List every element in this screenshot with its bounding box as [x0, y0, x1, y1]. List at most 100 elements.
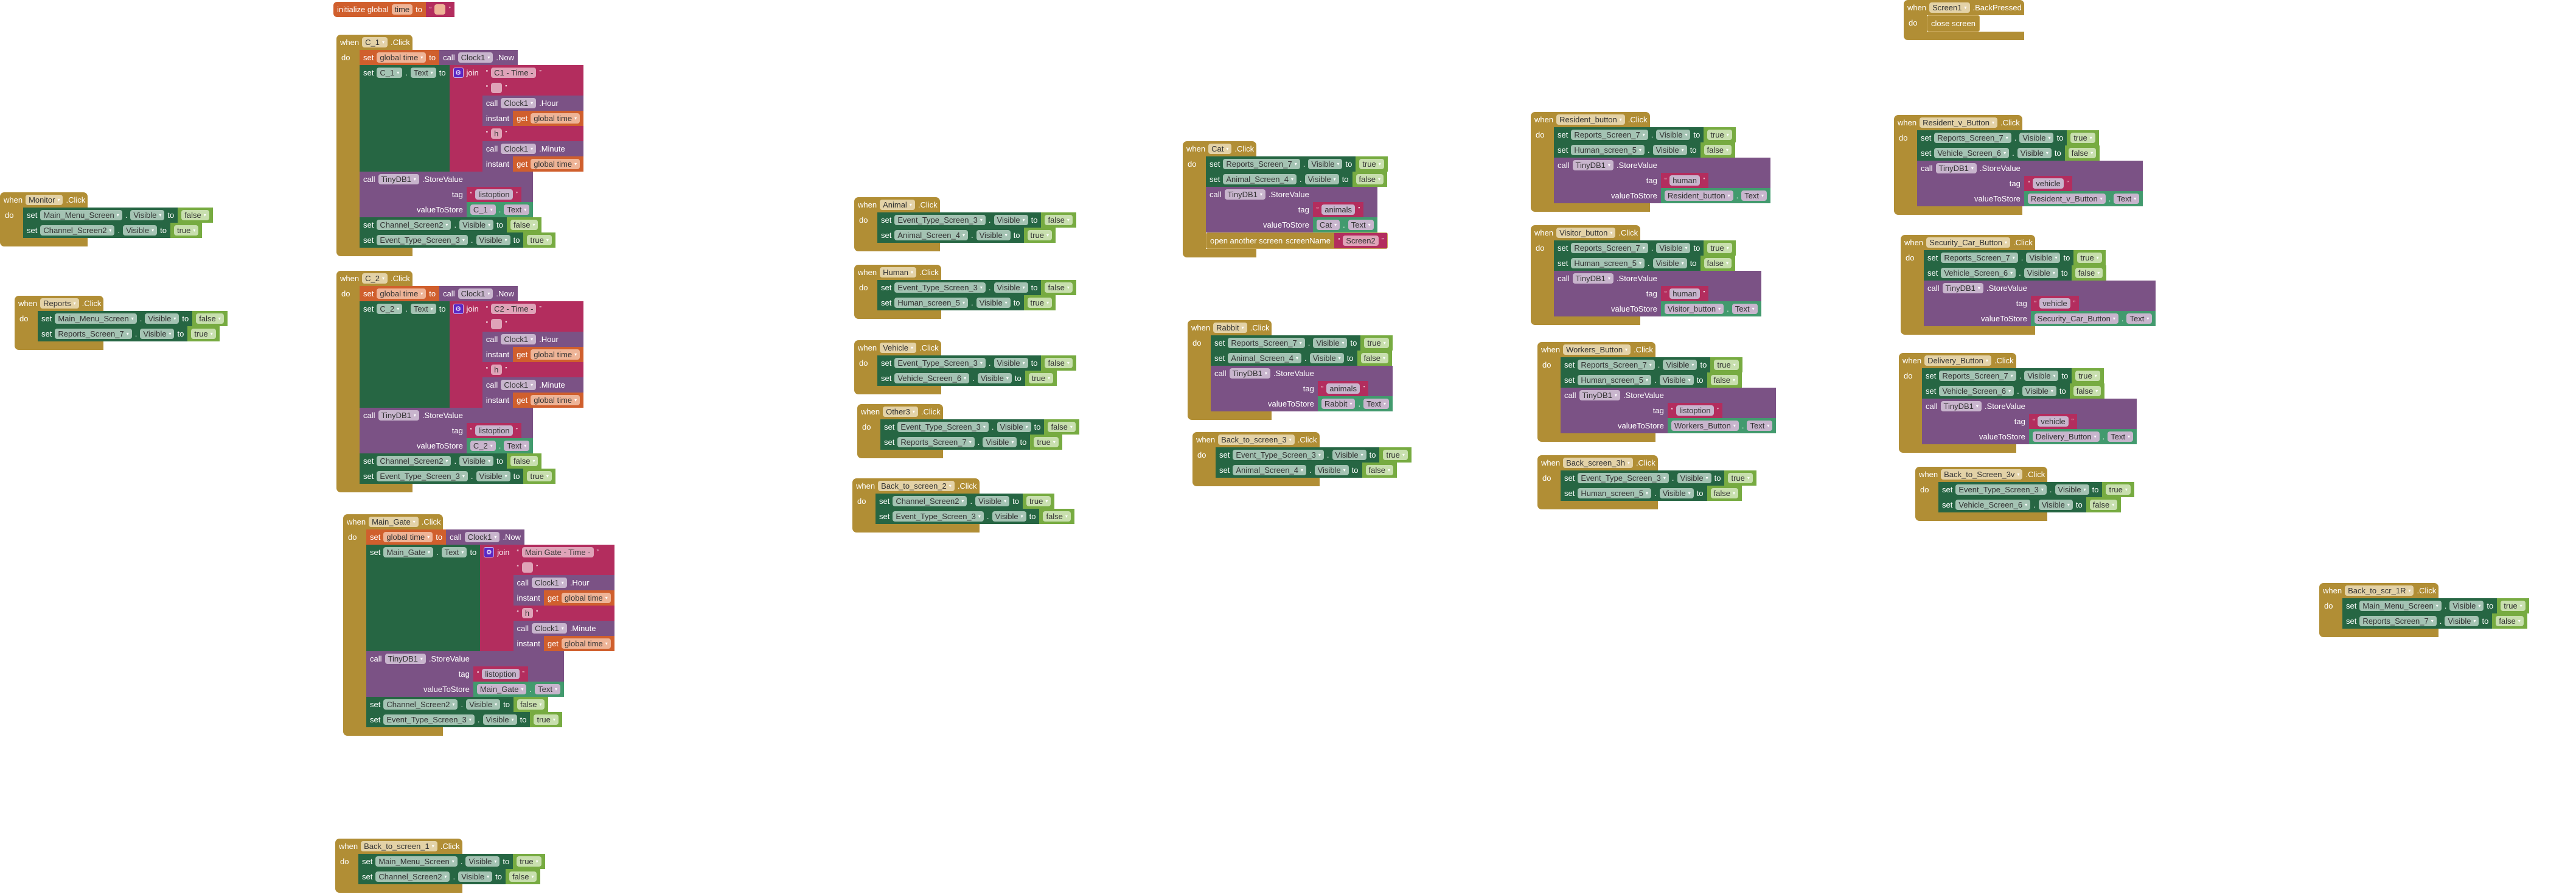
- dropdown-arrow-icon[interactable]: ▾: [978, 514, 981, 519]
- property-dropdown[interactable]: Visible ▾: [994, 282, 1028, 293]
- text-string-block[interactable]: “human”: [1660, 173, 1709, 188]
- text-input[interactable]: h: [521, 608, 533, 618]
- dropdown-arrow-icon[interactable]: ▾: [2094, 373, 2097, 379]
- dropdown-arrow-icon[interactable]: ▾: [1342, 340, 1345, 346]
- boolean-dropdown[interactable]: true ▾: [173, 225, 199, 236]
- property-dropdown[interactable]: Visible ▾: [994, 358, 1028, 368]
- component-dropdown[interactable]: Reports_Screen_7 ▾: [1934, 133, 2011, 143]
- set-property-block[interactable]: set Reports_Screen_7 ▾. Visible ▾ to false ▾: [2342, 613, 2527, 629]
- property-dropdown[interactable]: Visible ▾: [1309, 353, 1344, 363]
- get-variable-block[interactable]: get global time ▾: [513, 111, 584, 126]
- component-dropdown[interactable]: Monitor ▾: [26, 195, 63, 205]
- dropdown-arrow-icon[interactable]: ▾: [1726, 260, 1729, 266]
- logic-boolean-block[interactable]: true ▾: [1710, 357, 1742, 372]
- property-dropdown[interactable]: Visible ▾: [1659, 375, 1694, 385]
- text-string-block[interactable]: “C2 - Time -”: [482, 301, 545, 316]
- dropdown-arrow-icon[interactable]: ▾: [1067, 217, 1070, 223]
- property-dropdown[interactable]: Visible ▾: [1332, 450, 1366, 460]
- component-dropdown[interactable]: C_2 ▾: [470, 441, 496, 451]
- dropdown-arrow-icon[interactable]: ▾: [2089, 135, 2092, 141]
- dropdown-arrow-icon[interactable]: ▾: [397, 306, 400, 312]
- dropdown-arrow-icon[interactable]: ▾: [1726, 147, 1729, 153]
- dropdown-arrow-icon[interactable]: ▾: [193, 228, 196, 233]
- dropdown-arrow-icon[interactable]: ▾: [1976, 403, 1979, 409]
- dropdown-arrow-icon[interactable]: ▾: [2146, 316, 2150, 321]
- component-dropdown[interactable]: Clock1 ▾: [501, 144, 537, 154]
- property-dropdown[interactable]: Visible ▾: [476, 235, 510, 245]
- dropdown-arrow-icon[interactable]: ▾: [511, 717, 514, 722]
- boolean-dropdown[interactable]: true ▾: [1707, 130, 1732, 140]
- dropdown-arrow-icon[interactable]: ▾: [574, 116, 577, 121]
- component-dropdown[interactable]: Back_to_screen_3 ▾: [1218, 435, 1295, 445]
- component-dropdown[interactable]: Human_screen_5 ▾: [1578, 375, 1651, 385]
- boolean-dropdown[interactable]: false ▾: [1360, 353, 1389, 363]
- component-dropdown[interactable]: Channel_Screen2 ▾: [40, 225, 115, 236]
- dropdown-arrow-icon[interactable]: ▾: [2095, 388, 2098, 394]
- dropdown-arrow-icon[interactable]: ▾: [2408, 588, 2411, 593]
- property-dropdown[interactable]: Text ▾: [1348, 220, 1374, 230]
- boolean-dropdown[interactable]: true ▾: [1364, 338, 1389, 348]
- set-property-block[interactable]: set Reports_Screen_7 ▾. Visible ▾ to true ▾: [1917, 130, 2099, 145]
- dropdown-arrow-icon[interactable]: ▾: [1733, 423, 1736, 428]
- dropdown-arrow-icon[interactable]: ▾: [1299, 340, 1302, 346]
- dropdown-arrow-icon[interactable]: ▾: [1006, 375, 1009, 381]
- set-property-block[interactable]: set Human_screen_5 ▾. Visible ▾ to false ▾: [1554, 142, 1736, 158]
- logic-boolean-block[interactable]: true ▾: [2073, 250, 2106, 265]
- logic-boolean-block[interactable]: false ▾: [1700, 142, 1736, 158]
- dropdown-arrow-icon[interactable]: ▾: [1727, 193, 1730, 198]
- boolean-dropdown[interactable]: false ▾: [1045, 358, 1073, 368]
- component-property-getter-block[interactable]: C_1 ▾. Text ▾: [466, 202, 534, 217]
- component-dropdown[interactable]: Vehicle_Screen_6 ▾: [1955, 500, 2031, 510]
- set-property-block[interactable]: set Event_Type_Screen_3 ▾. Visible ▾ to false ▾: [877, 280, 1076, 295]
- set-property-block[interactable]: set Reports_Screen_7 ▾. Visible ▾ to true ▾: [1561, 357, 1742, 372]
- boolean-dropdown[interactable]: false ▾: [1048, 422, 1076, 432]
- dropdown-arrow-icon[interactable]: ▾: [427, 550, 430, 555]
- dropdown-arrow-icon[interactable]: ▾: [561, 626, 564, 631]
- logic-boolean-block[interactable]: false ▾: [513, 697, 549, 712]
- dropdown-arrow-icon[interactable]: ▾: [218, 316, 221, 321]
- dropdown-arrow-icon[interactable]: ▾: [488, 222, 491, 228]
- variable-name-input[interactable]: time: [391, 4, 413, 15]
- component-dropdown[interactable]: Clock1 ▾: [501, 380, 537, 390]
- boolean-dropdown[interactable]: true ▾: [534, 714, 559, 725]
- component-dropdown[interactable]: Animal_Screen_4 ▾: [1223, 174, 1297, 184]
- set-property-block[interactable]: set Channel_Screen2 ▾. Visible ▾ to false ▾: [358, 869, 541, 884]
- dropdown-arrow-icon[interactable]: ▾: [1264, 371, 1267, 376]
- set-property-block[interactable]: set Main_Menu_Screen ▾. Visible ▾ to true ▾: [2342, 598, 2529, 613]
- dropdown-arrow-icon[interactable]: ▾: [420, 291, 423, 296]
- component-dropdown[interactable]: Channel_Screen2 ▾: [375, 871, 450, 882]
- method-call-block[interactable]: call Clock1 ▾ .Minute instant get global time ▾: [482, 377, 584, 408]
- get-variable-block[interactable]: get global time ▾: [543, 590, 614, 606]
- event-handler-visitor-button[interactable]: when Visitor_button ▾ .Click do set Reports_Sc…: [1531, 225, 1761, 325]
- boolean-dropdown[interactable]: false ▾: [1045, 215, 1073, 225]
- property-dropdown[interactable]: Visible ▾: [994, 215, 1028, 225]
- component-dropdown[interactable]: Resident_v_Button ▾: [1920, 117, 1997, 128]
- boolean-dropdown[interactable]: false ▾: [1045, 282, 1073, 293]
- dropdown-arrow-icon[interactable]: ▾: [468, 717, 472, 722]
- component-dropdown[interactable]: Animal_Screen_4 ▾: [1233, 465, 1306, 475]
- dropdown-arrow-icon[interactable]: ▾: [524, 443, 527, 449]
- component-dropdown[interactable]: Screen1 ▾: [1929, 2, 1970, 13]
- component-dropdown[interactable]: Reports_Screen_7 ▾: [1223, 159, 1300, 169]
- text-string-block[interactable]: “listoption”: [466, 423, 521, 438]
- component-dropdown[interactable]: Security_Car_Button ▾: [2034, 313, 2118, 324]
- variable-dropdown[interactable]: global time ▾: [531, 395, 580, 405]
- dropdown-arrow-icon[interactable]: ▾: [1610, 230, 1613, 236]
- logic-boolean-block[interactable]: false ▾: [506, 217, 542, 232]
- get-variable-block[interactable]: get global time ▾: [513, 393, 584, 408]
- variable-dropdown[interactable]: global time ▾: [561, 638, 611, 649]
- set-property-block[interactable]: set Animal_Screen_4 ▾. Visible ▾ to false ▾: [1211, 351, 1393, 366]
- boolean-dropdown[interactable]: true ▾: [1383, 450, 1408, 460]
- set-property-block[interactable]: set Channel_Screen2 ▾. Visible ▾ to true ▾: [23, 223, 203, 238]
- property-dropdown[interactable]: Visible ▾: [1677, 473, 1711, 483]
- component-dropdown[interactable]: Human_screen_5 ▾: [1571, 145, 1645, 155]
- dropdown-arrow-icon[interactable]: ▾: [605, 595, 608, 601]
- property-dropdown[interactable]: Visible ▾: [1663, 360, 1697, 370]
- component-dropdown[interactable]: Human_screen_5 ▾: [1578, 488, 1651, 498]
- boolean-dropdown[interactable]: false ▾: [2073, 386, 2101, 396]
- boolean-dropdown[interactable]: false ▾: [2075, 268, 2103, 278]
- logic-boolean-block[interactable]: false ▾: [505, 869, 541, 884]
- component-dropdown[interactable]: Reports_Screen_7 ▾: [1571, 130, 1648, 140]
- component-property-getter-block[interactable]: Delivery_Button ▾. Text ▾: [2028, 429, 2137, 444]
- boolean-dropdown[interactable]: false ▾: [509, 871, 537, 882]
